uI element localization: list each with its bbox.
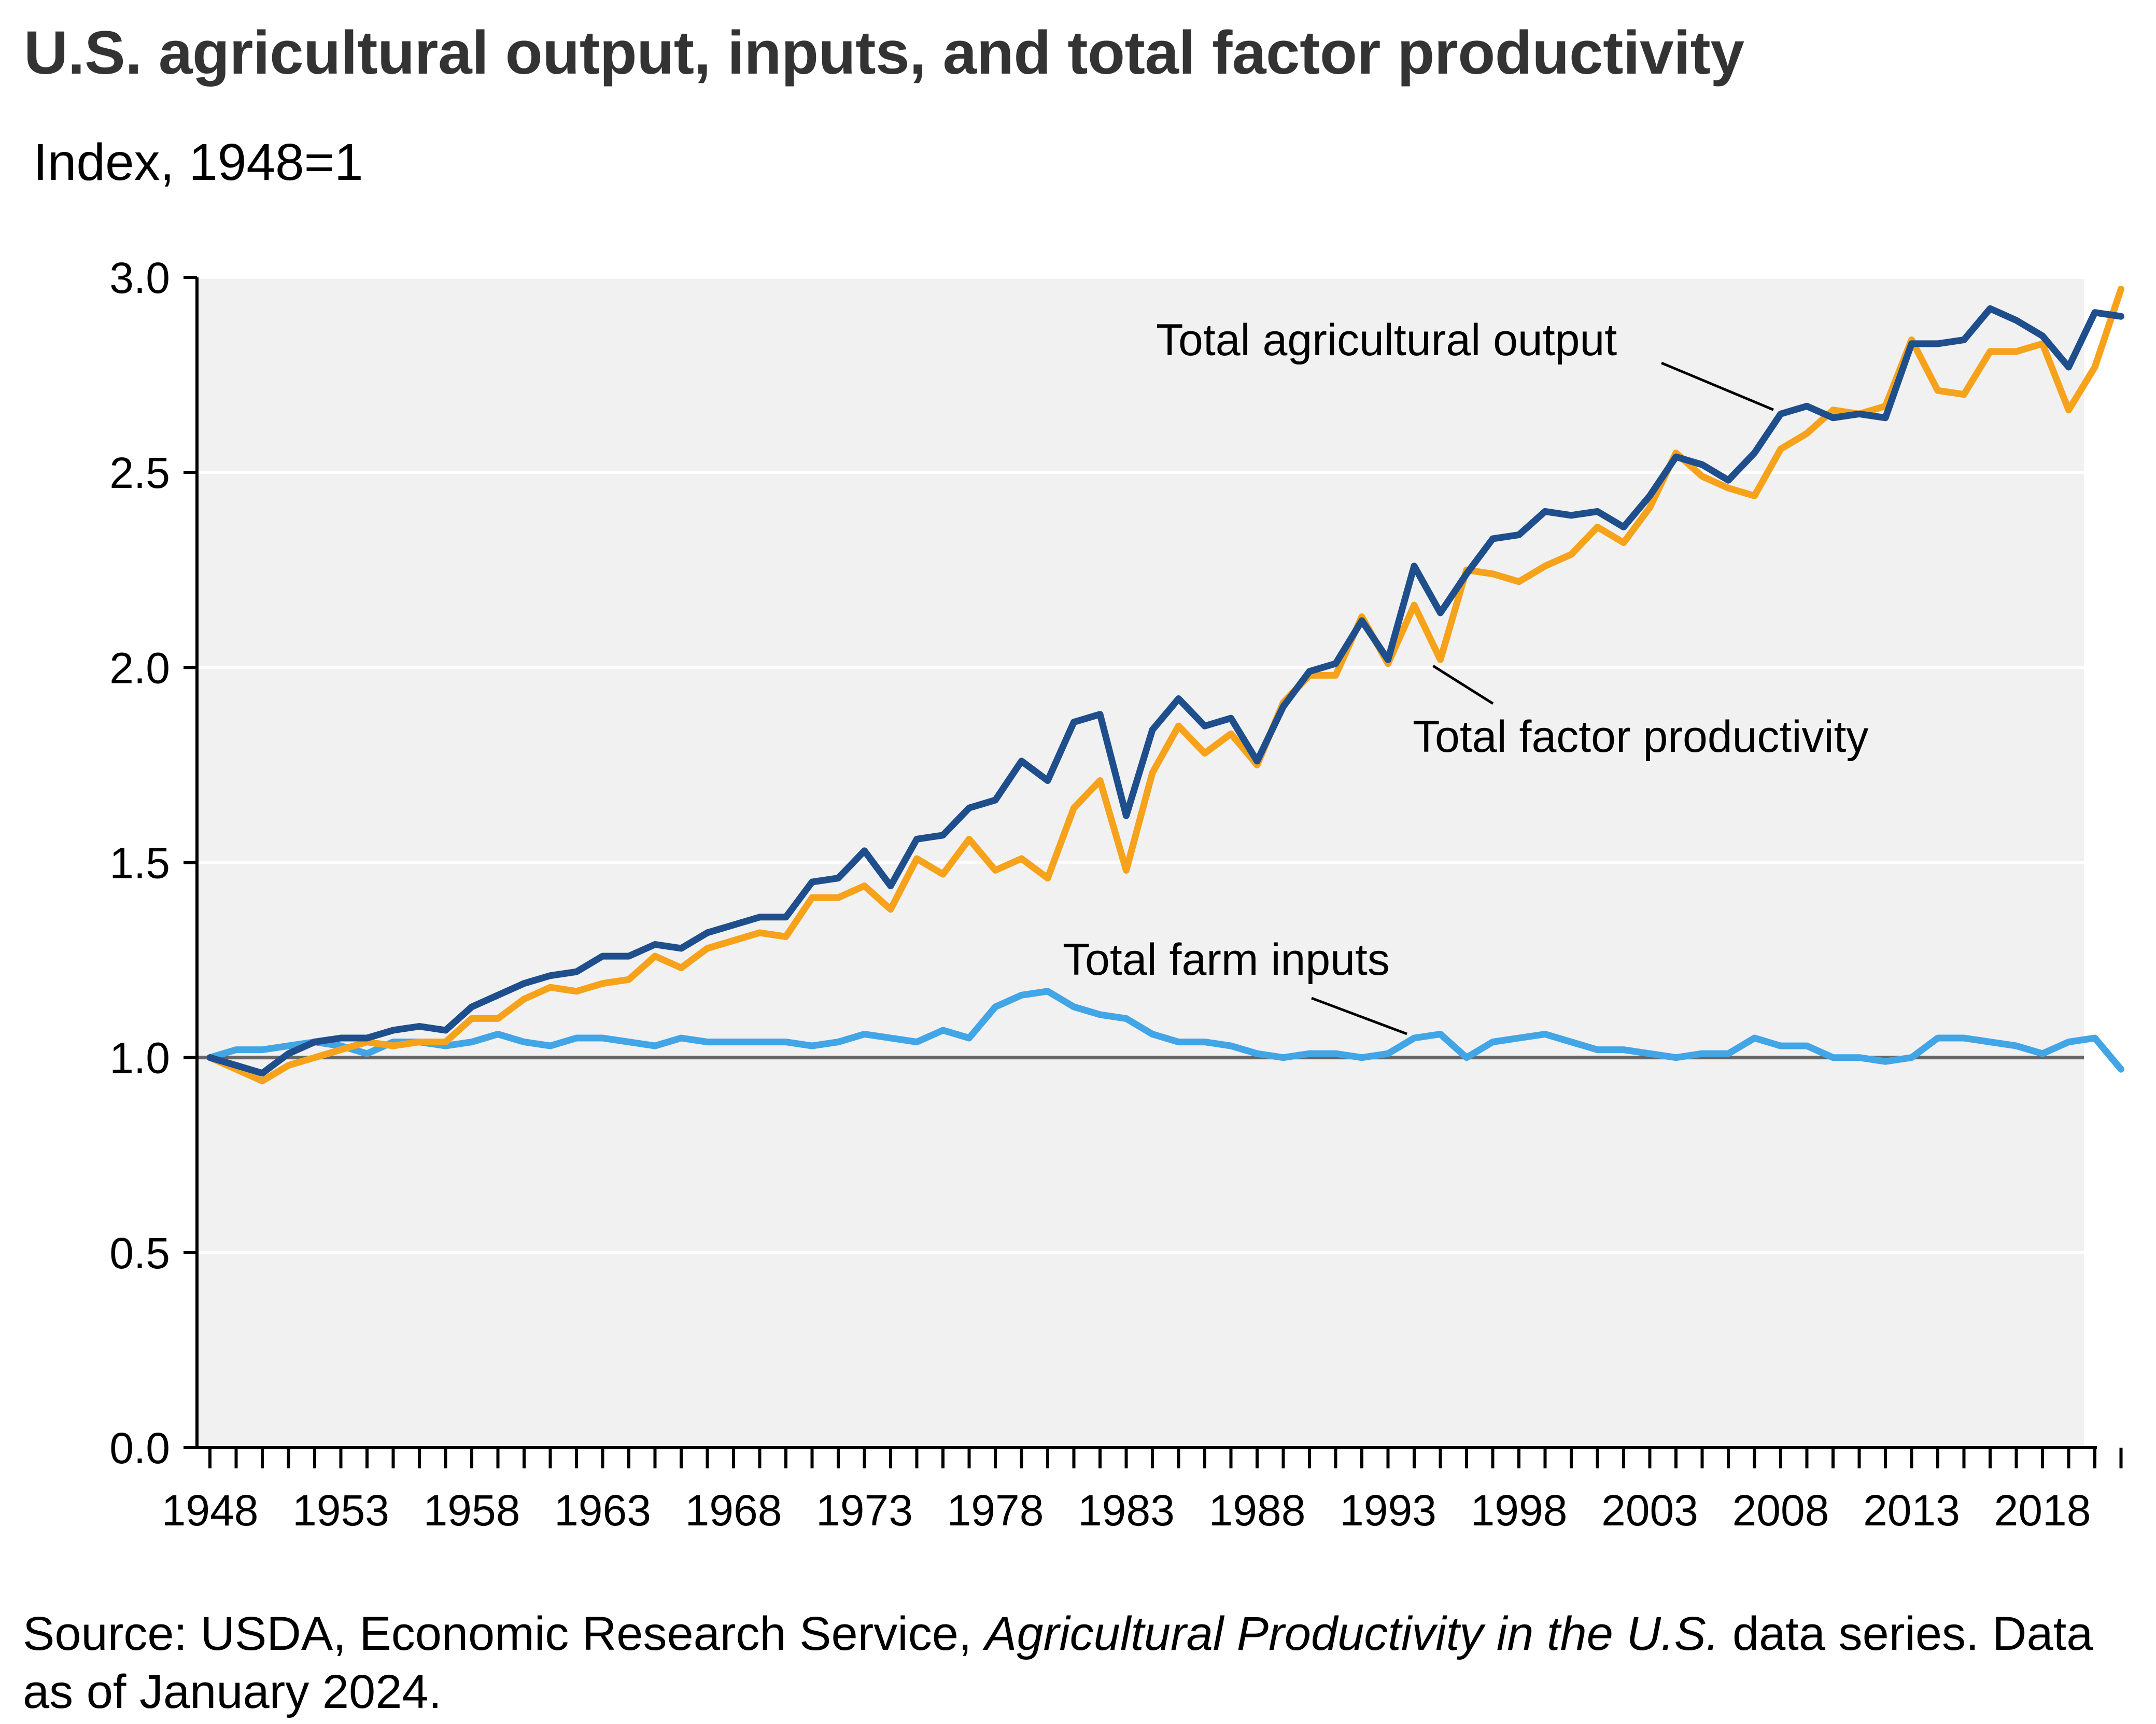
x-tick-label: 1973 [816, 1486, 913, 1535]
y-tick-label: 1.0 [109, 1034, 170, 1083]
x-tick-label: 1963 [554, 1486, 651, 1535]
y-tick-label: 0.0 [109, 1424, 170, 1473]
x-tick-label: 1958 [424, 1486, 520, 1535]
annotation-leader-total-farm-inputs [1311, 997, 1407, 1035]
x-tick-label: 2003 [1601, 1486, 1698, 1535]
x-ticks: 1948 1953 1958 1963 1968 1973 1978 1983 1988 1993… [162, 1448, 2123, 1535]
x-tick-label: 2008 [1732, 1486, 1829, 1535]
source-note: Source: USDA, Economic Research Service,… [23, 1605, 2127, 1721]
annotation-total-agricultural-output: Total agricultural output [1156, 315, 1617, 365]
x-tick-label: 1988 [1209, 1486, 1306, 1535]
y-tick-label: 1.5 [109, 839, 170, 888]
annotations: Total agricultural output Total factor pr… [1063, 315, 1868, 1035]
x-tick-label: 2013 [1863, 1486, 1960, 1535]
series-line-total-agricultural-output [206, 305, 2124, 1077]
y-tick-label: 2.0 [109, 643, 170, 692]
series-line-total-farm-inputs [206, 988, 2124, 1073]
x-tick-label: 1998 [1471, 1486, 1568, 1535]
annotation-total-farm-inputs: Total farm inputs [1063, 935, 1390, 985]
y-tick-label: 2.5 [109, 448, 170, 497]
series-lines [206, 286, 2124, 1085]
y-ticks: 0.0 0.5 1.0 1.5 2.0 2.5 3.0 [109, 254, 197, 1473]
y-tick-label: 3.0 [109, 254, 170, 302]
x-tick-label: 1983 [1078, 1486, 1175, 1535]
source-suffix: data series. Data as of January 2024. [23, 1607, 2093, 1718]
x-tick-label: 1968 [685, 1486, 782, 1535]
annotation-total-factor-productivity: Total factor productivity [1413, 712, 1868, 762]
x-tick-label: 1948 [162, 1486, 259, 1535]
source-prefix: Source: USDA, Economic Research Service, [23, 1607, 985, 1660]
series-line-total-factor-productivity [206, 286, 2124, 1085]
x-tick-label: 1953 [292, 1486, 389, 1535]
y-axis-unit-label: Index, 1948=1 [33, 133, 363, 191]
annotation-leader-total-factor-productivity [1432, 665, 1494, 705]
chart-title: U.S. agricultural output, inputs, and to… [24, 19, 1744, 87]
x-tick-label: 1993 [1340, 1486, 1436, 1535]
y-tick-label: 0.5 [109, 1229, 170, 1278]
x-tick-label: 2018 [1994, 1486, 2091, 1535]
x-tick-label: 1978 [947, 1486, 1044, 1535]
source-dataset-title: Agricultural Productivity in the U.S. [985, 1607, 1720, 1660]
annotation-leader-total-agricultural-output [1661, 361, 1774, 411]
